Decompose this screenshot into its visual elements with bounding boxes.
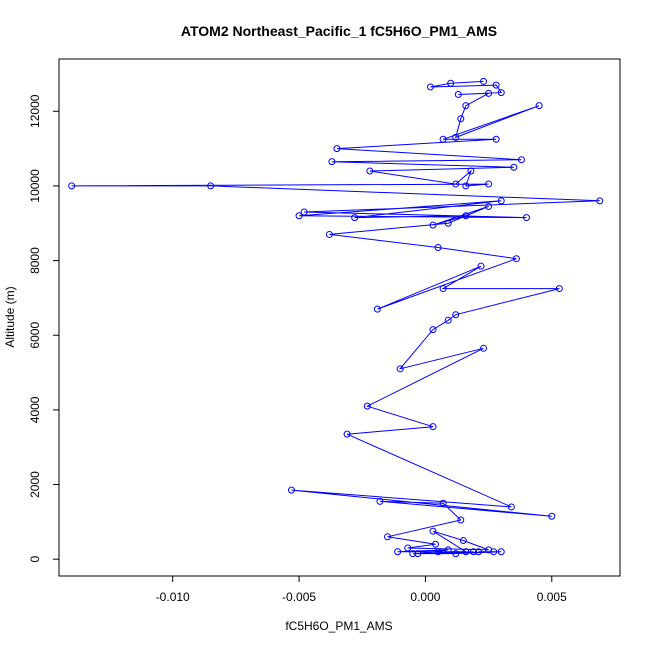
data-point: [447, 79, 455, 87]
x-tick-label: -0.010: [156, 590, 190, 604]
data-point: [414, 550, 422, 558]
y-axis: 0 2000 4000 6000 8000 10000 12000: [28, 94, 60, 563]
data-point: [452, 311, 460, 319]
data-point: [555, 285, 563, 293]
y-axis-label: Altitude (m): [3, 286, 17, 347]
data-point: [462, 102, 470, 110]
data-point: [439, 499, 447, 507]
data-point: [467, 167, 475, 175]
x-tick-label: -0.005: [282, 590, 316, 604]
data-point: [497, 548, 505, 556]
data-point: [497, 197, 505, 205]
x-tick-label: 0.000: [410, 590, 440, 604]
data-point: [457, 115, 465, 123]
data-point: [351, 214, 359, 222]
data-point: [439, 285, 447, 293]
data-point: [485, 89, 493, 97]
data-point: [429, 326, 437, 334]
data-point: [333, 145, 341, 153]
data-point: [434, 244, 442, 252]
y-tick-label: 4000: [28, 396, 42, 423]
data-point: [439, 135, 447, 143]
data-point: [396, 365, 404, 373]
data-point: [384, 533, 392, 541]
data-point: [492, 135, 500, 143]
data-point: [68, 182, 76, 190]
data-point: [429, 221, 437, 229]
data-point: [492, 81, 500, 89]
data-point: [429, 423, 437, 431]
data-point: [510, 163, 518, 171]
plot-frame: [58, 58, 621, 577]
data-point: [444, 316, 452, 324]
data-point: [328, 158, 336, 166]
data-point: [517, 156, 525, 164]
data-point: [535, 102, 543, 110]
data-point: [434, 548, 442, 556]
data-point: [480, 77, 488, 85]
data-point: [409, 550, 417, 558]
data-point: [207, 182, 215, 190]
data-point: [343, 430, 351, 438]
data-point: [373, 305, 381, 313]
data-point: [300, 208, 308, 216]
data-point: [363, 402, 371, 410]
data-point: [523, 214, 530, 222]
data-point: [325, 230, 333, 238]
data-point: [474, 548, 482, 556]
x-tick-label: 0.005: [537, 590, 567, 604]
data-point: [512, 255, 520, 263]
y-tick-label: 8000: [28, 247, 42, 274]
data-point: [452, 180, 460, 188]
data-point: [485, 180, 493, 188]
data-point: [429, 527, 437, 535]
data-point: [462, 212, 470, 220]
data-point: [432, 540, 440, 548]
data-point: [459, 537, 467, 545]
data-point: [452, 133, 460, 141]
data-point: [376, 497, 384, 505]
y-tick-label: 10000: [28, 169, 42, 203]
data-point: [469, 548, 477, 556]
data-point: [480, 344, 488, 352]
data-point: [426, 83, 434, 91]
data-point: [295, 212, 303, 220]
data-point: [404, 544, 412, 552]
y-tick-label: 2000: [28, 471, 42, 498]
data-point: [548, 512, 556, 520]
x-axis: -0.010 -0.005 0.000 0.005: [156, 575, 567, 604]
data-point: [507, 503, 515, 511]
data-point: [287, 486, 295, 494]
chart-title: ATOM2 Northeast_Pacific_1 fC5H6O_PM1_AMS: [181, 23, 497, 39]
data-point: [477, 262, 485, 270]
data-point: [457, 516, 465, 524]
y-tick-label: 6000: [28, 322, 42, 349]
data-point: [394, 548, 402, 556]
data-point: [596, 197, 604, 205]
data-point: [444, 219, 452, 227]
data-point: [366, 167, 374, 175]
data-point: [454, 90, 462, 98]
data-point: [490, 548, 498, 556]
data-point: [462, 548, 470, 556]
series-line: [71, 80, 600, 555]
data-point: [452, 550, 460, 558]
data-point: [485, 202, 493, 210]
x-axis-label: fC5H6O_PM1_AMS: [285, 619, 392, 633]
data-point: [462, 182, 470, 190]
data-point: [444, 546, 452, 554]
y-tick-label: 12000: [28, 94, 42, 128]
data-point: [497, 89, 505, 97]
y-tick-label: 0: [28, 556, 42, 563]
series-layer: [68, 77, 604, 558]
